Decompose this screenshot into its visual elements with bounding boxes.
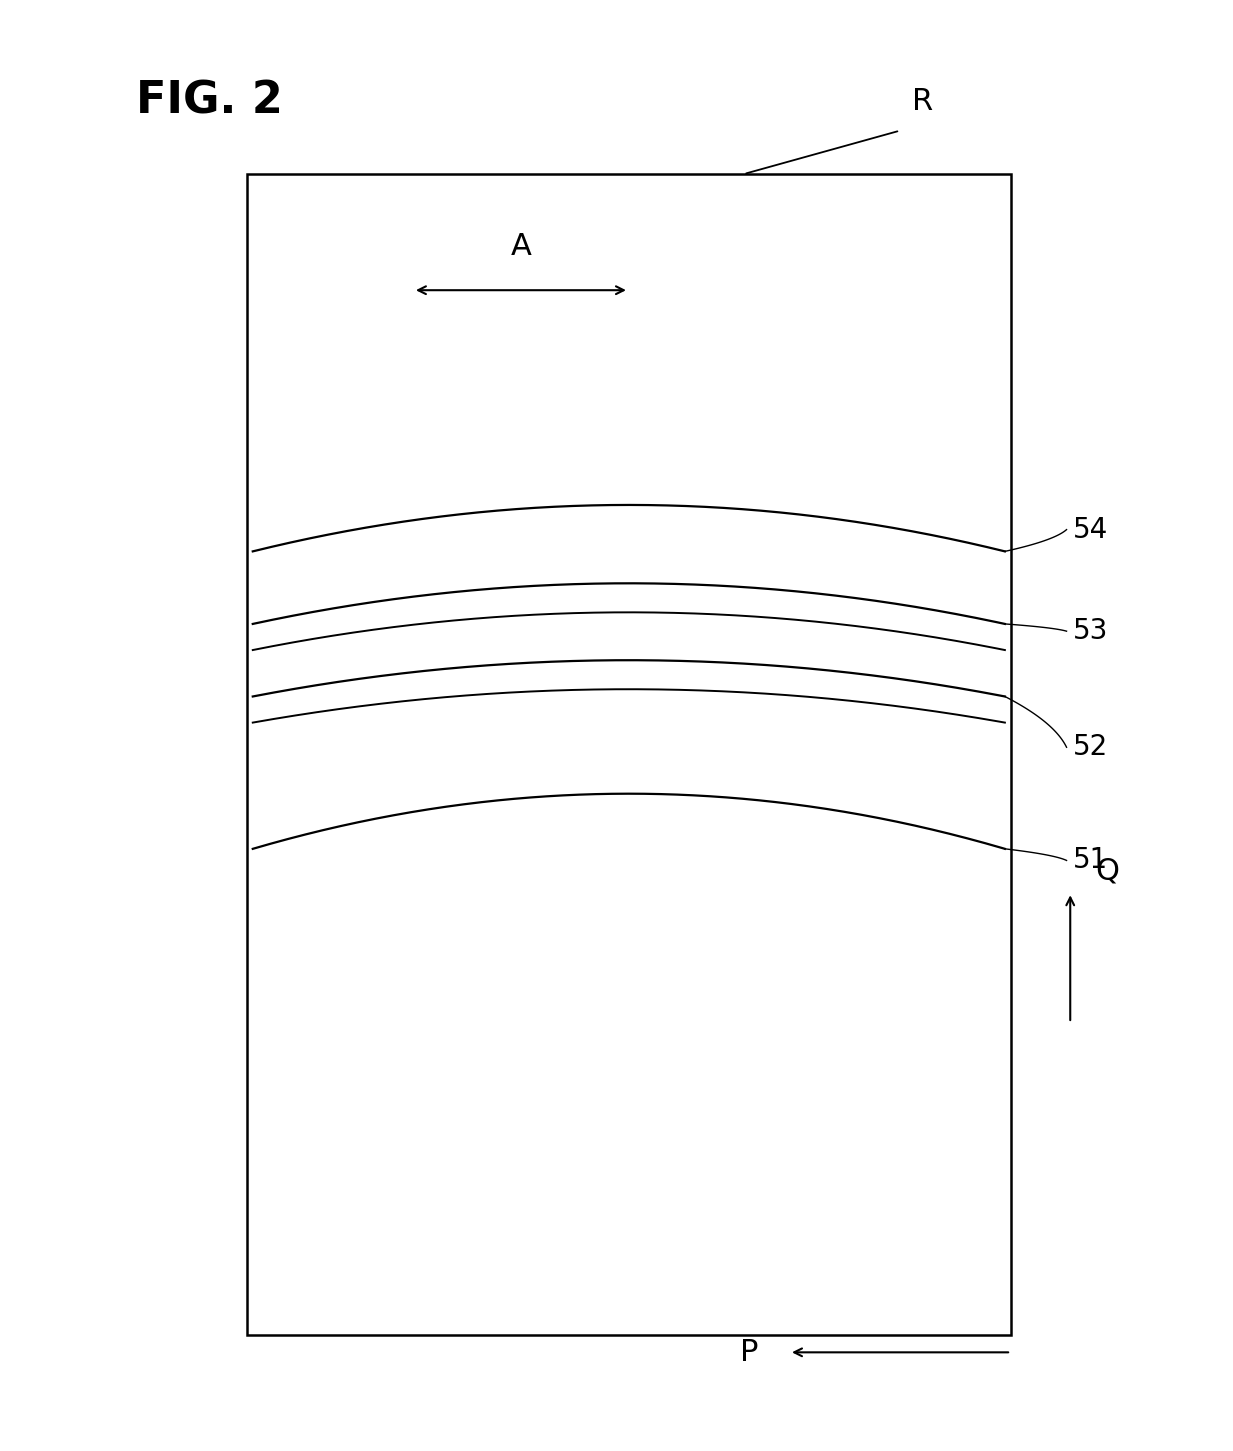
- Text: 52: 52: [1073, 733, 1108, 762]
- Text: Q: Q: [1095, 856, 1118, 885]
- Text: 53: 53: [1073, 617, 1108, 646]
- Text: A: A: [510, 232, 531, 261]
- Text: FIG. 2: FIG. 2: [136, 80, 282, 123]
- Bar: [247, 174, 1011, 1335]
- Text: 54: 54: [1073, 515, 1108, 544]
- Text: P: P: [740, 1338, 758, 1367]
- Text: R: R: [912, 87, 933, 116]
- Text: 51: 51: [1073, 846, 1108, 875]
